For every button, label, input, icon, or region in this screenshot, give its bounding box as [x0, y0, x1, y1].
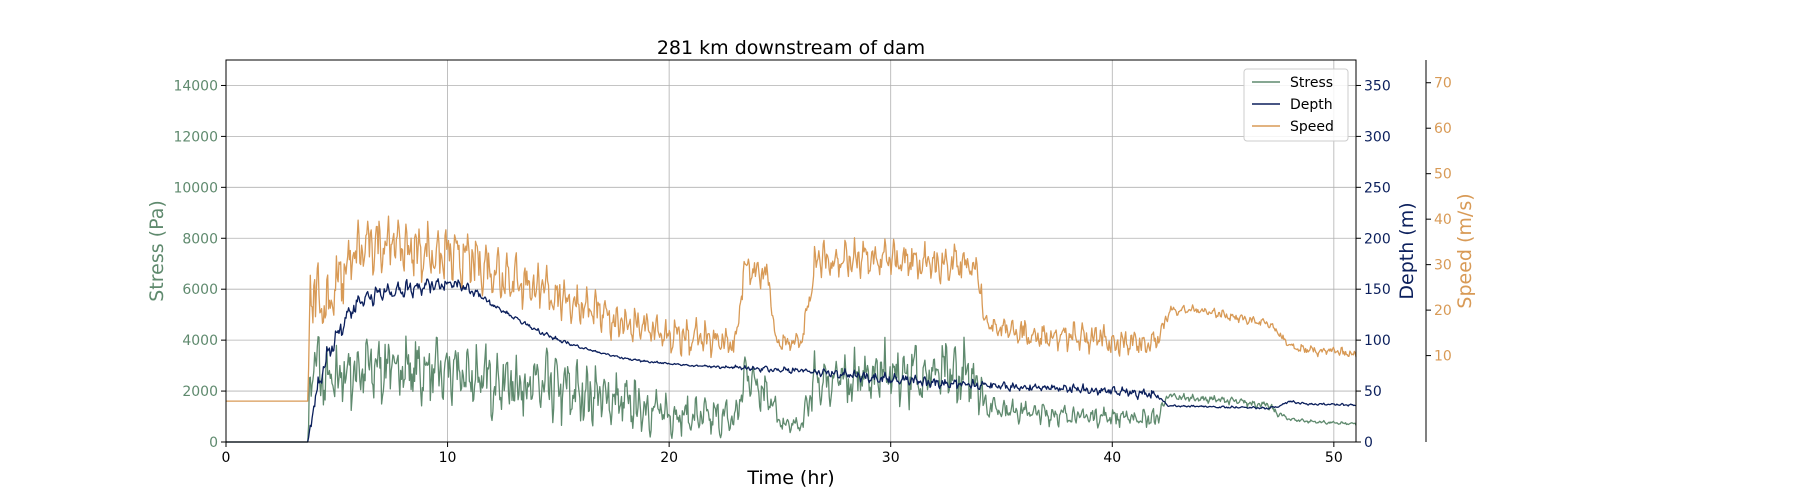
speed-tick-label: 50 [1434, 167, 1452, 183]
speed-tick-label: 10 [1434, 349, 1452, 365]
stress-tick-label: 12000 [173, 129, 218, 145]
stress-tick-label: 8000 [182, 231, 218, 247]
legend-label-stress: Stress [1290, 75, 1333, 91]
plot-area-frame [225, 59, 1357, 443]
series-line-depth [226, 278, 1357, 443]
chart-title: 281 km downstream of dam [657, 37, 925, 59]
stress-tick-label: 4000 [182, 333, 218, 349]
x-tick-label: 40 [1103, 450, 1121, 466]
stress-tick-label: 2000 [182, 384, 218, 400]
stress-tick-label: 10000 [173, 180, 218, 196]
legend-label-speed: Speed [1290, 119, 1334, 135]
series-line-speed [226, 215, 1357, 402]
depth-tick-label: 0 [1364, 435, 1373, 451]
stress-tick-label: 6000 [182, 282, 218, 298]
depth-tick-label: 50 [1364, 384, 1382, 400]
axes-layer: 0 10 20 30 40 5002000400060008000100001200014… [173, 60, 1452, 466]
speed-axis-title: Speed (m/s) [1454, 193, 1476, 308]
x-axis-title: Time (hr) [746, 467, 834, 489]
depth-tick-label: 150 [1364, 282, 1391, 298]
depth-axis-title: Depth (m) [1396, 202, 1418, 299]
speed-tick-label: 40 [1434, 212, 1452, 228]
speed-tick-label: 30 [1434, 258, 1452, 274]
x-tick-label: 20 [660, 450, 678, 466]
legend-box [1243, 68, 1349, 142]
depth-tick-label: 200 [1364, 231, 1391, 247]
speed-tick-label: 20 [1434, 303, 1452, 319]
stress-tick-label: 14000 [173, 78, 218, 94]
series-layer [226, 215, 1357, 443]
legend-label-depth: Depth [1290, 97, 1333, 113]
depth-tick-label: 250 [1364, 180, 1391, 196]
speed-tick-label: 70 [1434, 76, 1452, 92]
stress-axis-title: Stress (Pa) [146, 200, 168, 302]
stress-tick-label: 0 [209, 435, 218, 451]
legend: Stress Depth Speed [1243, 68, 1349, 142]
x-tick-label: 10 [439, 450, 457, 466]
speed-tick-label: 60 [1434, 121, 1452, 137]
depth-tick-label: 350 [1364, 78, 1391, 94]
series-line-stress [226, 335, 1357, 443]
x-tick-label: 50 [1325, 450, 1343, 466]
x-tick-label: 0 [222, 450, 231, 466]
depth-tick-label: 300 [1364, 129, 1391, 145]
x-tick-label: 30 [882, 450, 900, 466]
depth-tick-label: 100 [1364, 333, 1391, 349]
